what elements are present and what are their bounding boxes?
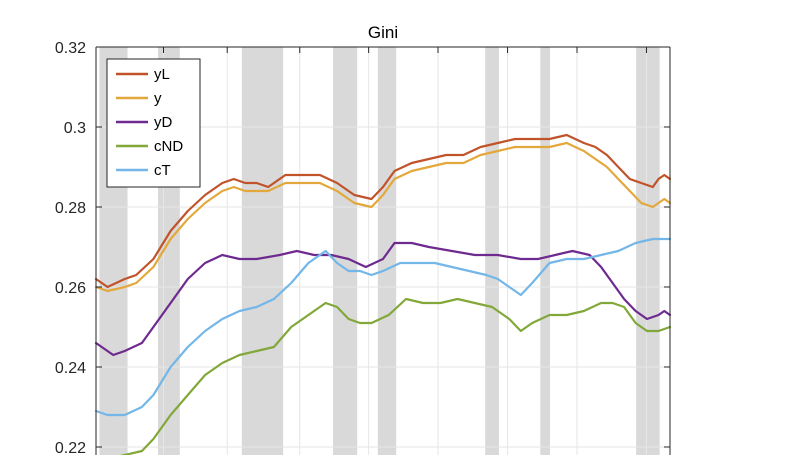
y-tick-label: 0.22	[55, 440, 86, 455]
y-tick-label: 0.24	[55, 360, 86, 377]
axes: 0.22 0.24 0.26 0.28 0.3 0.32	[55, 40, 671, 457]
series-line-ct	[94, 237, 672, 417]
legend: yL y yD cND cT	[106, 58, 201, 188]
shaded-band-6	[485, 47, 499, 455]
legend-label-cnd: cND	[154, 138, 183, 155]
y-tick-label: 0.28	[55, 200, 86, 217]
legend-label-yl: yL	[154, 66, 170, 83]
chart-title: Gini	[368, 23, 398, 42]
y-tick-label: 0.26	[55, 280, 86, 297]
y-tick-label: 0.3	[64, 120, 86, 137]
shaded-band-8	[636, 47, 660, 455]
series-lines	[94, 133, 672, 460]
shaded-band-3	[241, 47, 284, 455]
legend-label-ct: cT	[154, 162, 171, 179]
shaded-band-7	[540, 47, 551, 455]
shaded-band-5	[377, 47, 397, 455]
legend-label-y: y	[154, 90, 162, 107]
series-line-cnd	[94, 297, 672, 460]
series-line-y	[94, 141, 672, 293]
series-line-yd	[94, 241, 672, 357]
shaded-band-4	[333, 47, 358, 455]
y-tick-label: 0.32	[55, 40, 86, 57]
legend-label-yd: yD	[154, 114, 173, 131]
series-line-yl	[94, 133, 672, 289]
